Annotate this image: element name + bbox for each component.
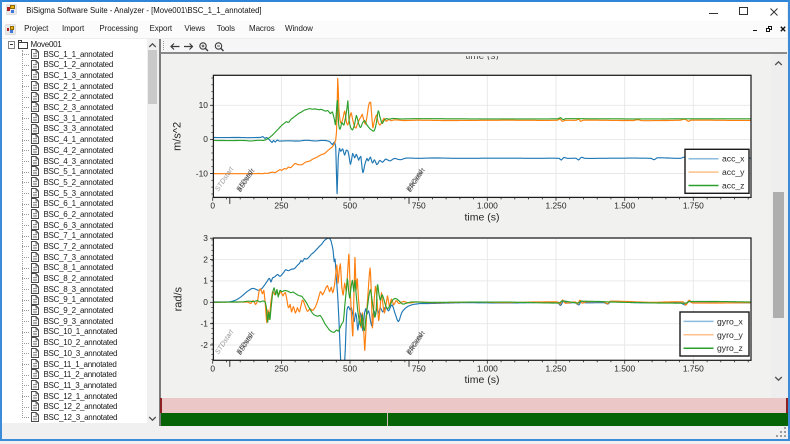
svg-text:500: 500 <box>343 364 357 374</box>
svg-text:750: 750 <box>411 364 425 374</box>
svg-text:1.500: 1.500 <box>614 201 635 211</box>
svg-text:1.500: 1.500 <box>614 364 635 374</box>
svg-text:gyro_x: gyro_x <box>717 316 743 326</box>
svg-text:0: 0 <box>203 297 208 307</box>
svg-text:0: 0 <box>210 201 215 211</box>
svg-text:time (s): time (s) <box>464 374 499 386</box>
svg-text:time (s): time (s) <box>465 54 498 62</box>
svg-text:10: 10 <box>198 100 208 110</box>
svg-text:500: 500 <box>343 201 357 211</box>
svg-text:gyro_z: gyro_z <box>717 343 743 353</box>
svg-text:3: 3 <box>203 233 208 243</box>
svg-text:1.750: 1.750 <box>682 201 703 211</box>
svg-text:0: 0 <box>210 364 215 374</box>
svg-text:acc_y: acc_y <box>722 167 745 177</box>
svg-text:750: 750 <box>411 201 425 211</box>
svg-text:1.000: 1.000 <box>476 364 497 374</box>
svg-text:1.250: 1.250 <box>545 201 566 211</box>
svg-text:1.250: 1.250 <box>545 364 566 374</box>
svg-text:1: 1 <box>203 276 208 286</box>
svg-text:-10: -10 <box>195 168 207 178</box>
svg-text:0: 0 <box>203 134 208 144</box>
svg-text:rad/s: rad/s <box>172 286 184 311</box>
svg-text:1.750: 1.750 <box>682 364 703 374</box>
svg-text:acc_z: acc_z <box>722 181 744 191</box>
svg-text:2: 2 <box>203 254 208 264</box>
svg-text:acc_x: acc_x <box>722 154 745 164</box>
svg-text:-1: -1 <box>200 319 208 329</box>
svg-text:-2: -2 <box>200 340 208 350</box>
svg-text:time (s): time (s) <box>464 212 499 224</box>
svg-text:250: 250 <box>274 201 288 211</box>
svg-text:gyro_y: gyro_y <box>717 330 743 340</box>
svg-text:1.000: 1.000 <box>476 201 497 211</box>
svg-text:250: 250 <box>274 364 288 374</box>
svg-text:m/s^2: m/s^2 <box>171 122 183 151</box>
